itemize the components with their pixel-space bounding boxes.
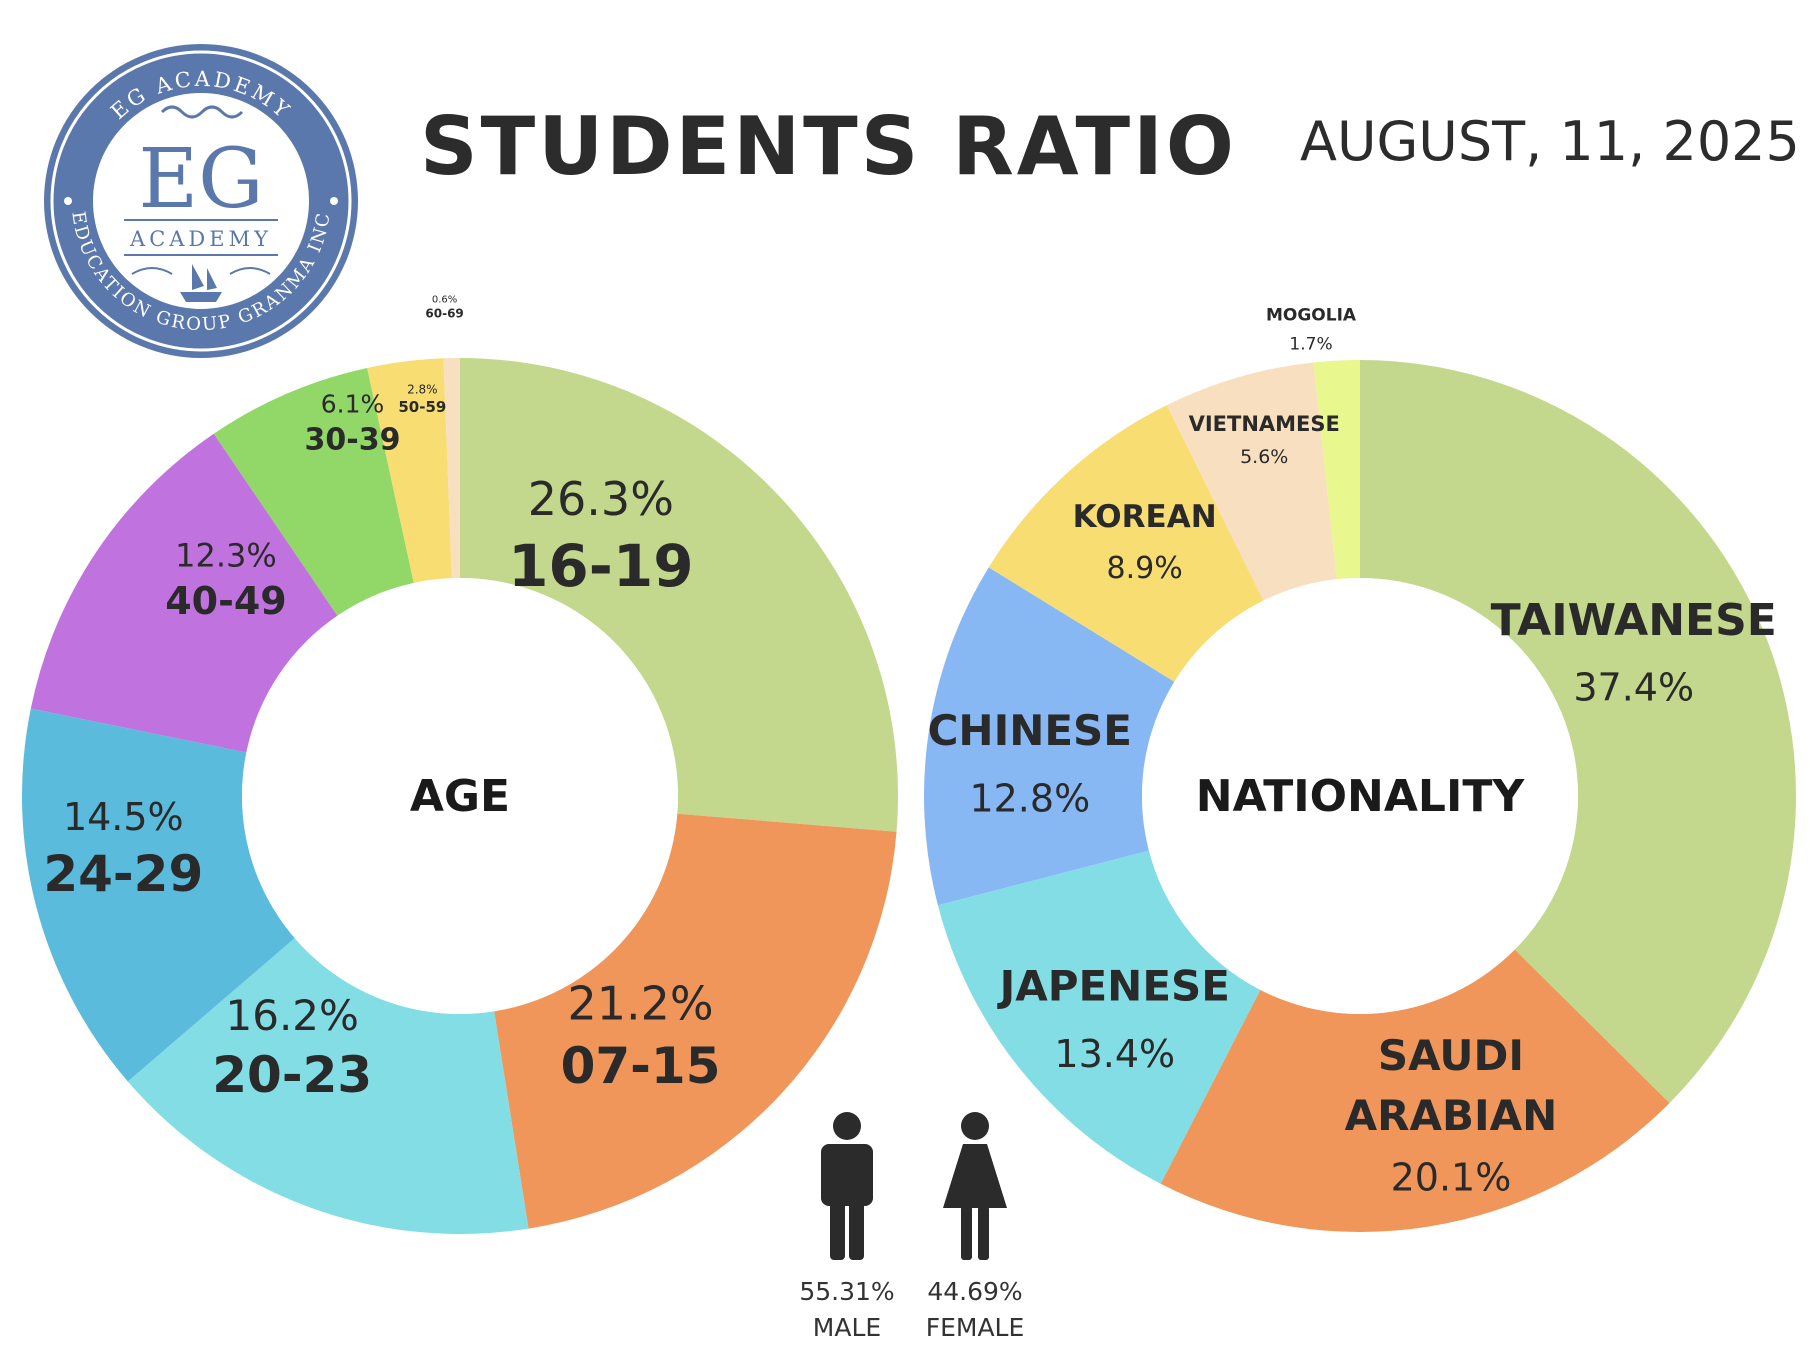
- slice-value-label: 20.1%: [1391, 1155, 1512, 1199]
- slice-category-label: MOGOLIA: [1266, 306, 1357, 326]
- slice-category-label: JAPENESE: [997, 962, 1230, 1011]
- slice-category-label: 50-59: [398, 398, 446, 416]
- logo-monogram: EG: [138, 132, 263, 227]
- male-percentage: 55.31%: [799, 1277, 895, 1306]
- donut-hole: [242, 578, 678, 1014]
- logo-subtitle: ACADEMY: [129, 227, 272, 251]
- slice-japenese: [937, 850, 1261, 1184]
- donut-center-label: AGE: [410, 771, 510, 822]
- slice-category-label: CHINESE: [928, 706, 1132, 755]
- donut-center-label: NATIONALITY: [1196, 771, 1526, 822]
- slice-value-label: 1.7%: [1289, 334, 1332, 354]
- slice-category-label: 60-69: [425, 306, 463, 320]
- academy-logo: EG ACADEMY EDUCATION GROUP GRANMA INC EG…: [42, 42, 360, 360]
- slice-category-label: 24-29: [43, 845, 203, 903]
- slice-24-29: [21, 708, 295, 1082]
- slice-category-label: ARABIAN: [1345, 1091, 1558, 1140]
- report-date: AUGUST, 11, 2025: [1300, 110, 1800, 173]
- female-label: FEMALE: [925, 1313, 1025, 1342]
- slice-value-label: 12.8%: [969, 776, 1090, 820]
- slice-category-label: 40-49: [165, 579, 287, 623]
- slice-value-label: 16.2%: [226, 991, 359, 1040]
- slice-20-23: [127, 938, 529, 1234]
- female-icon: [943, 1112, 1007, 1260]
- donut-hole: [1142, 578, 1578, 1014]
- slice-value-label: 0.6%: [432, 295, 457, 306]
- ship-icon: [180, 264, 222, 302]
- slice-category-label: 30-39: [305, 423, 401, 458]
- gender-male: 55.31% MALE: [787, 1110, 907, 1346]
- slice-category-label: 20-23: [212, 1046, 372, 1104]
- slice-60-69: [443, 358, 460, 579]
- female-percentage: 44.69%: [927, 1277, 1023, 1306]
- slice-30-39: [213, 367, 414, 616]
- page-title: STUDENTS RATIO: [420, 100, 1237, 193]
- slice-category-label: VIETNAMESE: [1189, 412, 1340, 436]
- male-label: MALE: [812, 1313, 882, 1342]
- slice-value-label: 26.3%: [528, 472, 674, 526]
- slice-chinese: [924, 567, 1175, 906]
- slice-vietnamese: [1166, 362, 1337, 601]
- slice-category-label: KOREAN: [1073, 499, 1217, 535]
- slice-07-15: [494, 813, 897, 1229]
- slice-40-49: [30, 433, 338, 753]
- slice-value-label: 2.8%: [407, 383, 438, 397]
- slice-value-label: 13.4%: [1054, 1032, 1175, 1076]
- slice-saudi-arabian: [1160, 949, 1670, 1232]
- slice-value-label: 14.5%: [63, 795, 184, 839]
- slice-value-label: 8.9%: [1107, 551, 1183, 586]
- logo-seal-icon: EG ACADEMY EDUCATION GROUP GRANMA INC EG…: [44, 44, 358, 358]
- slice-category-label: TAIWANESE: [1491, 595, 1777, 646]
- slice-category-label: SAUDI: [1378, 1031, 1524, 1080]
- slice-value-label: 6.1%: [321, 389, 385, 418]
- gender-female: 44.69% FEMALE: [915, 1110, 1035, 1346]
- slice-taiwanese: [1360, 360, 1796, 1104]
- slice-value-label: 21.2%: [567, 976, 713, 1030]
- slice-16-19: [460, 358, 898, 832]
- slice-50-59: [367, 358, 452, 583]
- slice-mogolia: [1313, 360, 1360, 580]
- slice-value-label: 37.4%: [1573, 666, 1694, 710]
- slice-category-label: 16-19: [508, 532, 694, 600]
- donut-chart-0: AGE 26.3% 16-19 21.2% 07-15 16.2% 20-23 14.5% 24…: [21, 295, 898, 1234]
- slice-value-label: 5.6%: [1240, 446, 1288, 468]
- slice-korean: [988, 405, 1264, 682]
- slice-category-label: 07-15: [561, 1037, 721, 1095]
- donut-chart-1: NATIONALITY TAIWANESE 37.4% SAUDI ARABIAN 20.…: [924, 306, 1796, 1232]
- male-icon: [821, 1112, 873, 1260]
- slice-value-label: 12.3%: [175, 537, 277, 575]
